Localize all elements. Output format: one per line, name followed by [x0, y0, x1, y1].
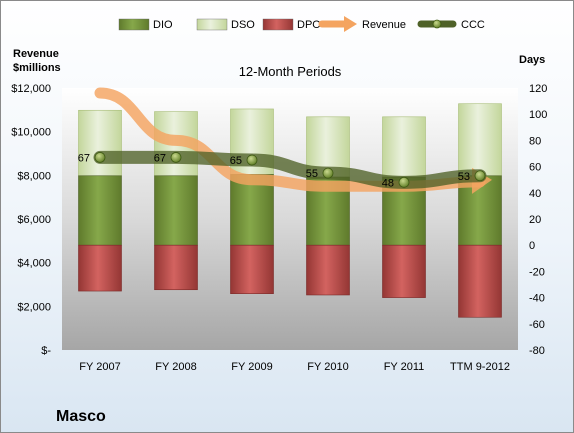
dio-bar — [154, 175, 198, 246]
ccc-marker — [94, 152, 106, 163]
ccc-data-label: 48 — [382, 177, 394, 189]
right-tick-label: 80 — [529, 135, 541, 147]
left-tick-label: $12,000 — [11, 83, 51, 95]
right-tick-label: 40 — [529, 188, 541, 200]
legend-swatch-dpo — [262, 18, 294, 31]
category-label: FY 2009 — [231, 361, 272, 373]
category-label: TTM 9-2012 — [450, 361, 510, 373]
left-axis-title-line-1: Revenue — [13, 48, 59, 60]
left-tick-label: $10,000 — [11, 127, 51, 139]
company-name: Masco — [56, 408, 106, 425]
chart-title: 12-Month Periods — [239, 64, 342, 79]
ccc-data-label: 55 — [306, 168, 318, 180]
left-tick-label: $- — [41, 345, 51, 357]
left-tick-label: $4,000 — [17, 258, 51, 270]
right-tick-label: -60 — [529, 319, 545, 331]
right-tick-label: 60 — [529, 162, 541, 174]
legend-label: DIO — [153, 19, 173, 31]
ccc-data-label: 67 — [78, 152, 90, 164]
legend-arrow-icon — [344, 16, 357, 32]
category-label: FY 2008 — [155, 361, 196, 373]
dpo-bar — [78, 244, 122, 292]
right-tick-label: 0 — [529, 240, 535, 252]
legend-swatch-dio — [118, 18, 150, 31]
dpo-bar — [382, 244, 426, 298]
legend-label: DPO — [297, 19, 321, 31]
ccc-marker — [170, 152, 182, 163]
category-label: FY 2010 — [307, 361, 348, 373]
legend-label: CCC — [461, 19, 485, 31]
dso-bar — [78, 109, 122, 177]
ccc-data-label: 65 — [230, 155, 242, 167]
ccc-data-label: 53 — [458, 171, 470, 183]
category-label: FY 2011 — [384, 361, 425, 373]
ccc-marker — [398, 176, 410, 188]
dpo-bar — [458, 244, 502, 318]
left-axis-title-line-2: $millions — [13, 62, 61, 74]
dso-bar — [458, 103, 502, 177]
ccc-marker — [474, 170, 486, 182]
left-tick-label: $2,000 — [17, 301, 51, 313]
left-tick-label: $8,000 — [17, 170, 51, 182]
right-tick-label: -40 — [529, 293, 545, 305]
legend-label: DSO — [231, 19, 255, 31]
right-tick-label: 100 — [529, 109, 547, 121]
ccc-marker — [322, 167, 334, 179]
right-tick-label: 120 — [529, 83, 547, 95]
dpo-bar — [230, 244, 274, 294]
dso-bar — [382, 116, 426, 178]
category-label: FY 2007 — [79, 361, 120, 373]
left-tick-label: $6,000 — [17, 214, 51, 226]
plot-area — [62, 88, 518, 350]
right-tick-label: -20 — [529, 266, 545, 278]
legend-swatch-dso — [196, 18, 228, 31]
right-axis-title: Days — [519, 54, 545, 66]
dpo-bar — [306, 244, 350, 296]
ccc-marker — [246, 154, 258, 166]
right-tick-label: 20 — [529, 214, 541, 226]
ccc-data-label: 67 — [154, 152, 166, 164]
dio-bar — [78, 175, 122, 246]
right-tick-label: -80 — [529, 345, 545, 357]
legend-marker-icon — [432, 19, 442, 29]
dpo-bar — [154, 244, 198, 291]
legend-label: Revenue — [362, 19, 406, 31]
